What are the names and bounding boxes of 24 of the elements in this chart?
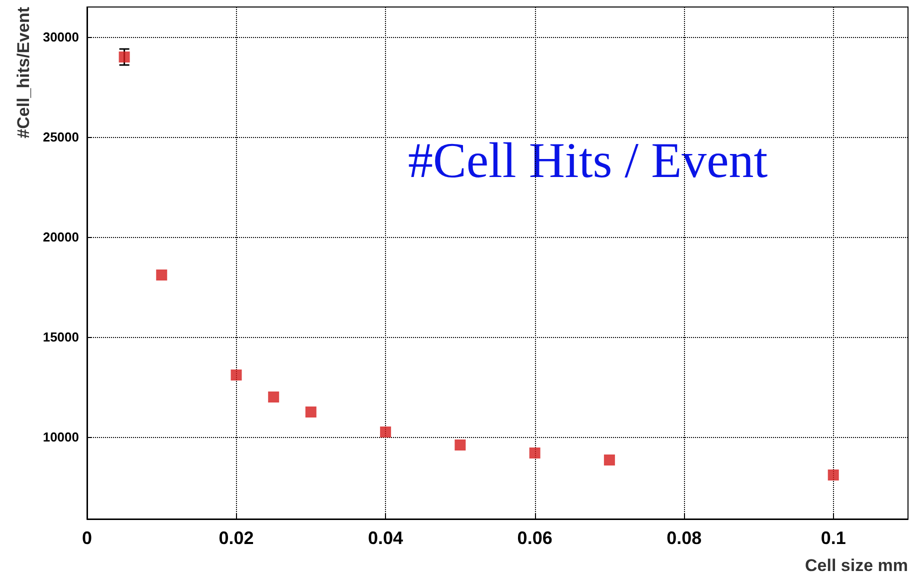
x-tick-label: 0.08	[666, 528, 702, 548]
y-tick-label: 20000	[42, 230, 79, 244]
point	[529, 448, 540, 458]
x-tick-label: 0	[82, 528, 92, 548]
point	[305, 406, 316, 418]
point	[828, 470, 839, 480]
x-tick-label: 0.1	[820, 528, 846, 548]
y-tick-label: 30000	[42, 30, 79, 44]
x-tick-label: 0.04	[368, 528, 404, 548]
y-axis-title: #Cell_hits/Event	[14, 6, 33, 138]
point	[118, 52, 130, 62]
y-tick-label: 10000	[42, 430, 79, 444]
x-axis-title: Cell size mm	[805, 556, 908, 575]
annotation: #Cell Hits / Event	[408, 132, 768, 188]
point	[156, 270, 168, 280]
x-tick-label: 0.02	[218, 528, 254, 548]
y-tick-label: 15000	[42, 330, 79, 344]
point	[380, 426, 392, 438]
x-tick-label: 0.06	[517, 528, 552, 548]
point	[268, 392, 280, 402]
point	[454, 440, 466, 450]
point	[230, 370, 242, 380]
point	[604, 454, 615, 466]
y-tick-label: 25000	[42, 130, 79, 144]
